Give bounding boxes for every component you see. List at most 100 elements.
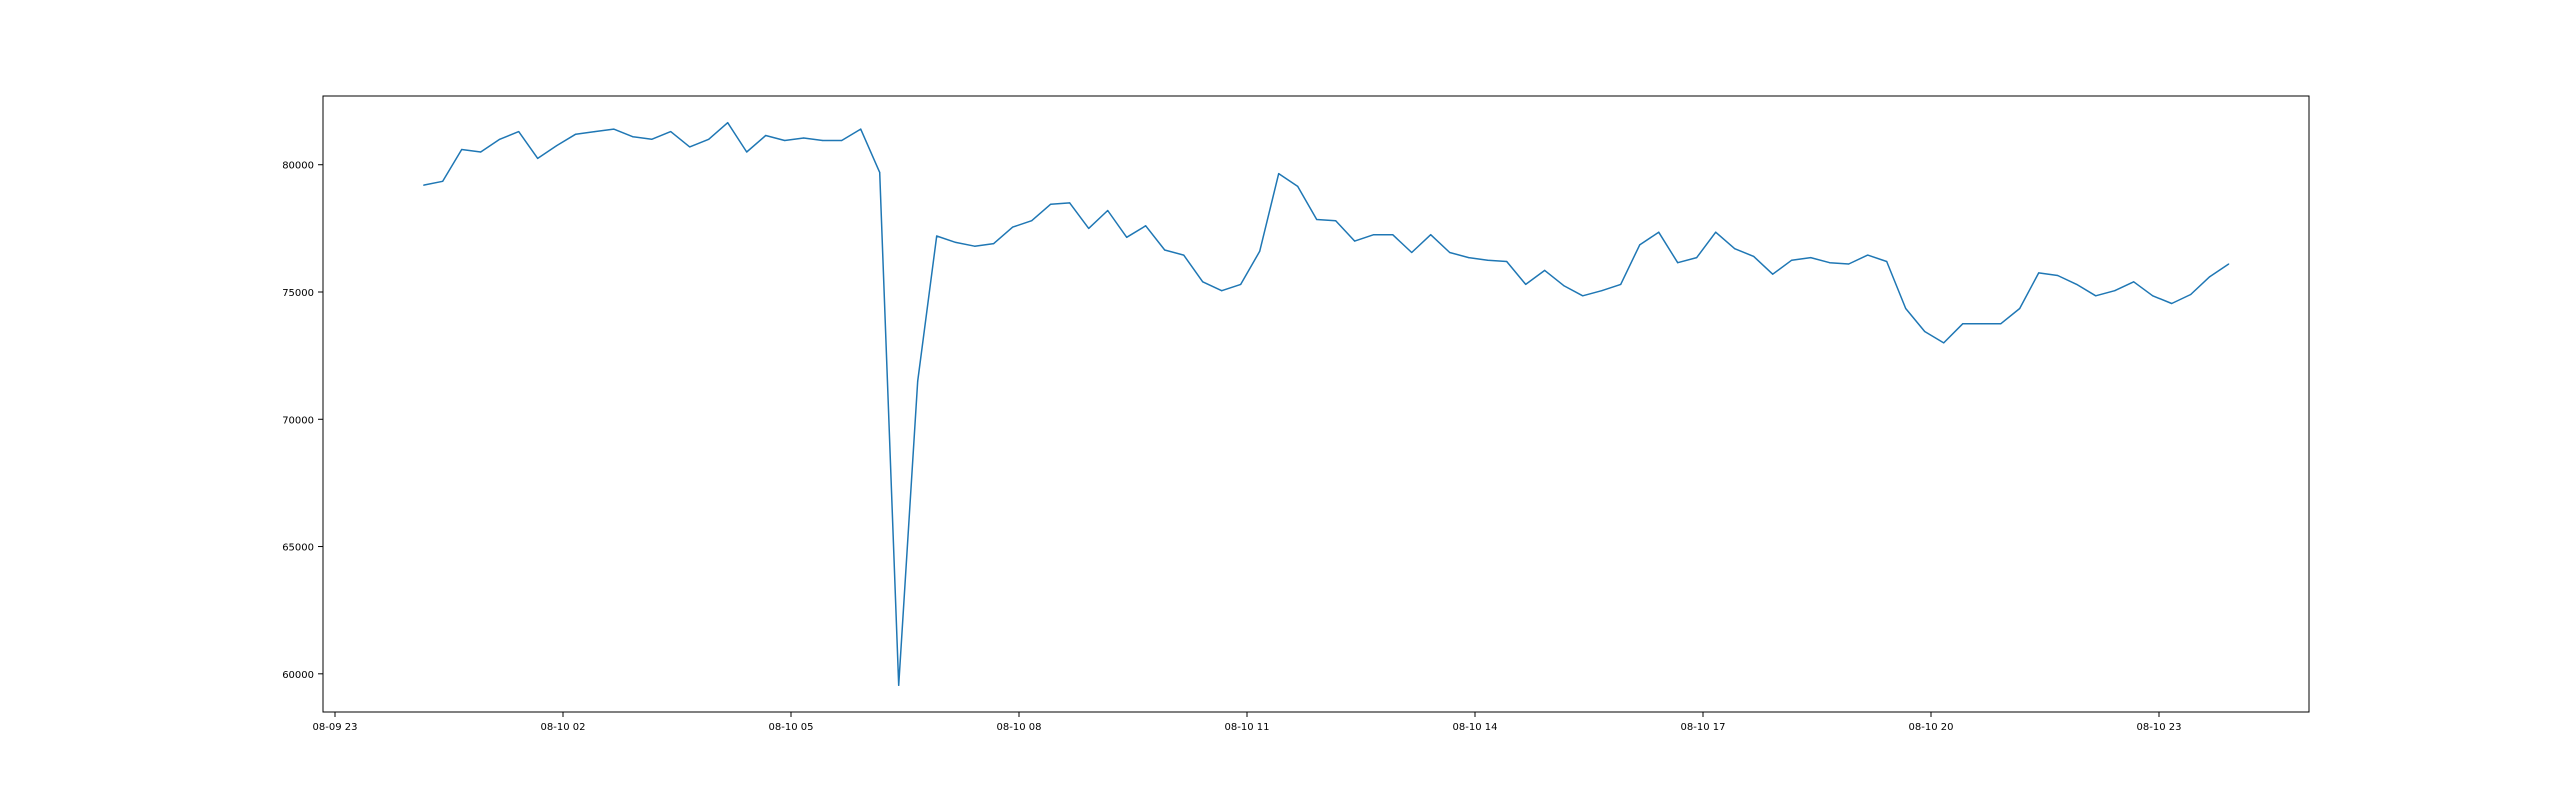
data-point: [1430, 234, 1432, 236]
data-point: [1297, 185, 1299, 187]
data-point: [1107, 209, 1109, 212]
data-point: [480, 151, 482, 153]
data-point: [879, 171, 881, 173]
data-point: [2114, 290, 2116, 292]
data-point: [974, 245, 976, 247]
x-tick-label: 08-10 08: [997, 722, 1042, 733]
data-point: [1373, 234, 1375, 236]
data-point: [651, 138, 653, 140]
data-point: [917, 380, 919, 382]
data-point: [1525, 283, 1527, 285]
data-point: [1848, 263, 1850, 265]
data-point: [689, 146, 691, 148]
data-point: [2152, 295, 2154, 297]
data-point: [1126, 236, 1128, 238]
data-point: [1183, 254, 1185, 256]
data-point: [1316, 218, 1318, 221]
data-point: [860, 128, 862, 130]
data-point: [1924, 330, 1926, 333]
data-point: [765, 134, 767, 137]
data-point: [442, 180, 444, 182]
data-point: [1164, 249, 1166, 251]
data-point: [1050, 203, 1052, 205]
data-point: [1639, 244, 1641, 246]
y-axis: 60000 65000 70000 75000 80000: [282, 161, 323, 681]
data-point: [727, 122, 729, 124]
y-tick-label: 65000: [282, 543, 314, 554]
x-tick-label: 08-10 05: [769, 722, 814, 733]
data-point: [993, 243, 995, 245]
data-points: [423, 122, 2230, 686]
data-point: [936, 235, 938, 237]
y-tick-label: 80000: [282, 161, 314, 172]
data-point: [670, 131, 672, 133]
data-point: [2057, 274, 2059, 277]
x-tick-label: 08-10 23: [2137, 722, 2182, 733]
data-point: [2171, 302, 2173, 305]
data-point: [1012, 226, 1014, 228]
data-point: [2190, 293, 2192, 296]
data-point: [2038, 272, 2040, 274]
data-point: [1240, 283, 1242, 285]
data-point: [1791, 259, 1793, 261]
data-point: [1734, 248, 1736, 250]
x-tick-label: 08-10 02: [541, 722, 586, 733]
data-point: [423, 184, 425, 186]
data-point: [2133, 281, 2135, 283]
data-point: [898, 684, 900, 686]
y-tick-label: 75000: [282, 288, 314, 299]
x-tick-label: 08-10 11: [1225, 722, 1270, 733]
data-point: [1335, 220, 1337, 222]
data-point: [1259, 250, 1261, 252]
data-point: [2209, 276, 2211, 278]
data-point: [1088, 227, 1090, 229]
data-point: [1202, 281, 1204, 283]
x-axis: 08-09 23 08-10 02 08-10 05 08-10 08 08-10 11…: [313, 712, 2182, 733]
data-point: [784, 139, 786, 142]
data-point: [1601, 290, 1603, 292]
series-line: [423, 121, 2230, 687]
data-point: [1145, 225, 1147, 227]
data-point: [1715, 231, 1717, 233]
data-point: [1544, 269, 1546, 271]
x-tick-label: 08-10 14: [1453, 722, 1498, 733]
data-point: [1829, 262, 1831, 264]
data-point: [1867, 254, 1869, 256]
data-point: [556, 145, 558, 147]
data-point: [575, 133, 577, 135]
data-point: [1696, 257, 1698, 259]
data-point: [613, 128, 615, 130]
data-point: [1354, 240, 1356, 242]
data-point: [1506, 260, 1508, 263]
data-point: [1810, 257, 1812, 259]
data-point: [1069, 202, 1071, 204]
data-point: [1563, 285, 1565, 287]
data-point: [955, 241, 957, 243]
data-point: [1392, 234, 1394, 236]
data-point: [1905, 307, 1907, 310]
data-point: [1031, 220, 1033, 222]
data-point: [537, 157, 539, 159]
data-point: [1221, 290, 1223, 292]
data-point: [2228, 263, 2230, 265]
y-tick-label: 60000: [282, 670, 314, 681]
data-point: [1411, 251, 1413, 254]
data-point: [2095, 295, 2097, 297]
y-tick-label: 70000: [282, 415, 314, 426]
data-point: [708, 138, 710, 140]
data-point: [2000, 323, 2002, 325]
x-tick-label: 08-10 17: [1681, 722, 1726, 733]
data-point: [1278, 173, 1280, 175]
data-point: [2019, 307, 2021, 310]
data-point: [518, 131, 520, 133]
data-point: [1753, 255, 1755, 257]
data-point: [1772, 273, 1774, 275]
data-point: [632, 136, 634, 138]
data-point: [1658, 231, 1660, 233]
data-point: [1962, 323, 1964, 325]
data-point: [2076, 283, 2078, 285]
data-point: [841, 139, 843, 142]
data-point: [1487, 259, 1489, 261]
data-point: [1886, 260, 1888, 263]
